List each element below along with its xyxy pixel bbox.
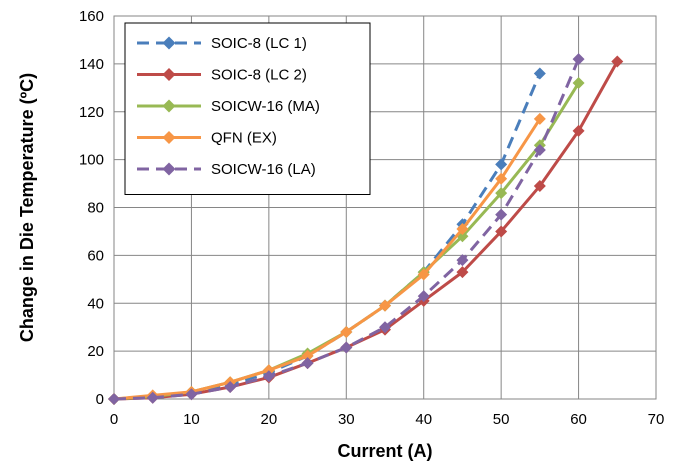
legend-marker [162, 131, 176, 144]
y-tick-label: 120 [79, 104, 104, 121]
legend-marker [162, 162, 176, 176]
legend: SOIC-8 (LC 1) SOIC-8 (LC 2) SOICW-16 (MA) Q… [124, 22, 371, 195]
x-tick-label: 0 [110, 411, 118, 428]
data-point [533, 67, 546, 80]
y-tick-label: 60 [87, 247, 104, 264]
y-tick-label: 100 [79, 152, 104, 169]
data-point [340, 325, 353, 338]
y-tick-label: 140 [79, 56, 104, 73]
y-tick-label: 0 [96, 391, 104, 408]
legend-marker [162, 36, 176, 50]
data-point [572, 77, 585, 90]
data-point [456, 266, 469, 279]
data-point [379, 321, 391, 334]
data-point [417, 268, 430, 281]
x-tick-label: 60 [570, 411, 587, 428]
series-group [108, 53, 624, 405]
data-point [533, 179, 546, 192]
data-point [533, 112, 546, 125]
legend-item: SOIC-8 (LC 2) [137, 67, 307, 84]
data-point [340, 341, 353, 354]
data-point [533, 144, 546, 157]
legend-label: QFN (EX) [211, 130, 277, 147]
legend-label: SOICW-16 (LA) [211, 161, 316, 178]
legend-label: SOICW-16 (MA) [211, 98, 320, 115]
legend-marker [162, 99, 176, 113]
data-point [572, 53, 585, 66]
x-tick-label: 70 [648, 411, 665, 428]
x-tick-label: 20 [261, 411, 278, 428]
data-point [301, 357, 314, 370]
y-tick-label: 40 [87, 295, 104, 312]
legend-label: SOIC-8 (LC 1) [211, 35, 307, 52]
series-5 [108, 53, 585, 405]
data-point [456, 223, 469, 236]
x-tick-label: 40 [415, 411, 432, 428]
legend-item: SOICW-16 (LA) [137, 161, 316, 178]
x-tick-label: 10 [183, 411, 200, 428]
y-axis-ticks: 0 20 40 60 80 100 120 140 160 [79, 8, 104, 408]
x-axis-ticks: 0 10 20 30 40 50 60 70 [110, 411, 665, 428]
data-point [495, 187, 508, 200]
y-tick-label: 160 [79, 8, 104, 25]
y-axis-title: Change in Die Temperature (ºC) [17, 73, 37, 342]
data-point [379, 299, 391, 312]
y-tick-label: 20 [87, 343, 104, 360]
data-point [495, 172, 508, 185]
data-point [146, 391, 159, 404]
legend-label: SOIC-8 (LC 2) [211, 67, 307, 84]
data-point [572, 124, 585, 137]
data-point [495, 225, 508, 238]
data-point [611, 55, 624, 68]
data-point [301, 349, 314, 362]
x-tick-label: 50 [493, 411, 510, 428]
x-axis-title: Current (A) [338, 441, 433, 461]
data-point [495, 208, 508, 221]
data-point [108, 393, 120, 405]
legend-item: SOICW-16 (MA) [137, 98, 320, 115]
plot-area-frame [113, 15, 657, 400]
legend-item: QFN (EX) [137, 130, 277, 147]
data-point [417, 290, 430, 303]
data-point [262, 370, 275, 383]
x-tick-label: 30 [338, 411, 355, 428]
data-point [495, 158, 508, 171]
data-point [224, 381, 237, 394]
data-point [185, 388, 198, 401]
data-point [456, 254, 469, 267]
legend-marker [162, 68, 176, 81]
series-line [113, 118, 542, 401]
y-tick-label: 80 [87, 200, 104, 217]
legend-item: SOIC-8 (LC 1) [137, 35, 307, 52]
